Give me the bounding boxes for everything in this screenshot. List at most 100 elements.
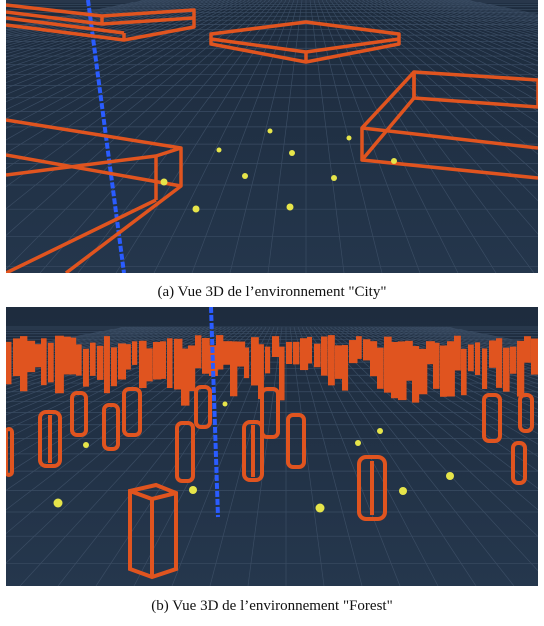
distant-tree bbox=[349, 340, 358, 364]
distant-tree bbox=[258, 344, 264, 400]
grid-line bbox=[6, 326, 251, 534]
grid-line bbox=[389, 0, 538, 57]
grid-line bbox=[6, 0, 191, 52]
distant-tree bbox=[265, 346, 271, 374]
distant-tree bbox=[195, 335, 202, 369]
grid-line bbox=[6, 0, 267, 210]
distant-tree bbox=[20, 336, 28, 392]
distant-tree bbox=[132, 341, 138, 365]
distant-tree bbox=[447, 341, 455, 397]
grid-line bbox=[361, 0, 538, 102]
distant-tree bbox=[90, 342, 96, 376]
grid-line bbox=[6, 0, 251, 141]
distant-tree bbox=[286, 341, 293, 364]
tree-cylinder bbox=[482, 393, 502, 443]
distant-tree bbox=[223, 341, 232, 365]
distant-tree bbox=[160, 341, 167, 379]
distant-tree bbox=[356, 336, 362, 359]
grid-line bbox=[95, 326, 267, 586]
grid-line bbox=[6, 0, 211, 69]
distant-tree bbox=[461, 348, 467, 396]
waypoint-marker bbox=[391, 158, 397, 164]
distant-tree bbox=[279, 346, 285, 401]
grid-line bbox=[377, 0, 538, 72]
distant-tree bbox=[370, 341, 378, 377]
tree-band bbox=[6, 335, 538, 406]
distant-tree bbox=[153, 341, 162, 380]
distant-tree bbox=[405, 340, 413, 381]
grid-line bbox=[333, 0, 538, 235]
grid-line bbox=[385, 0, 538, 62]
waypoint-marker bbox=[355, 440, 361, 446]
distant-tree bbox=[314, 343, 321, 368]
waypoint-marker bbox=[399, 487, 407, 495]
distant-tree bbox=[384, 336, 392, 393]
caption-city: (a) Vue 3D de l’environnement "City" bbox=[157, 284, 387, 300]
distant-tree bbox=[300, 338, 309, 371]
distant-tree bbox=[167, 338, 173, 389]
distant-tree bbox=[510, 346, 517, 374]
distant-tree bbox=[146, 348, 153, 382]
distant-tree bbox=[118, 343, 127, 380]
waypoint-marker bbox=[315, 503, 325, 513]
building-box bbox=[6, 118, 183, 273]
waypoint-marker bbox=[192, 205, 200, 213]
distant-tree bbox=[468, 344, 474, 372]
grid-line bbox=[317, 326, 538, 537]
grid-line bbox=[247, 326, 283, 586]
grid-line bbox=[6, 0, 215, 73]
distant-tree bbox=[363, 339, 371, 361]
building-box bbox=[6, 3, 196, 42]
distant-tree bbox=[496, 338, 503, 388]
grid-line bbox=[267, 0, 303, 273]
grid-line bbox=[397, 0, 538, 50]
grid-line bbox=[6, 0, 247, 129]
waypoint-marker bbox=[267, 128, 273, 134]
distant-tree bbox=[321, 336, 328, 376]
grid-line bbox=[309, 0, 345, 273]
distant-tree bbox=[62, 336, 71, 375]
distant-tree bbox=[517, 340, 525, 397]
distant-tree bbox=[69, 337, 77, 375]
waypoints bbox=[160, 128, 397, 213]
waypoint-marker bbox=[53, 498, 63, 508]
distant-tree bbox=[307, 336, 313, 364]
grid-line bbox=[6, 0, 263, 188]
grid-line bbox=[229, 0, 299, 273]
tree-obstacles bbox=[6, 385, 534, 580]
building-obstacles bbox=[6, 3, 538, 273]
waypoint-marker bbox=[446, 472, 454, 480]
grid-line bbox=[293, 326, 363, 586]
distant-tree bbox=[412, 346, 420, 403]
waypoint-marker bbox=[83, 442, 89, 448]
waypoint-marker bbox=[242, 173, 248, 179]
tree-cylinder bbox=[194, 385, 212, 429]
distant-tree bbox=[482, 348, 488, 390]
distant-tree bbox=[34, 344, 41, 368]
tree-cylinder bbox=[102, 403, 120, 451]
waypoint-marker bbox=[346, 135, 352, 141]
distant-tree bbox=[97, 345, 104, 380]
grid-line bbox=[373, 0, 538, 78]
distant-tree bbox=[230, 341, 238, 397]
grid-line bbox=[6, 0, 207, 65]
grid-line bbox=[369, 0, 538, 85]
distant-tree bbox=[251, 337, 259, 386]
grid-line bbox=[39, 0, 279, 273]
distant-tree bbox=[55, 335, 64, 394]
distant-tree bbox=[503, 347, 510, 392]
grid-line bbox=[357, 0, 538, 112]
tree-cylinder bbox=[122, 387, 142, 437]
grid-line bbox=[6, 0, 239, 110]
grid-line bbox=[6, 0, 203, 61]
tree-cylinder bbox=[128, 482, 178, 580]
distant-tree bbox=[272, 336, 280, 357]
tree-cylinder bbox=[260, 387, 280, 439]
distant-tree bbox=[426, 341, 435, 365]
grid-line bbox=[6, 0, 231, 96]
waypoint-marker bbox=[377, 428, 383, 434]
caption-forest: (b) Vue 3D de l’environnement "Forest" bbox=[151, 598, 393, 614]
distant-tree bbox=[391, 341, 399, 399]
grid-line bbox=[6, 326, 223, 431]
forest-3d-view bbox=[6, 307, 538, 586]
